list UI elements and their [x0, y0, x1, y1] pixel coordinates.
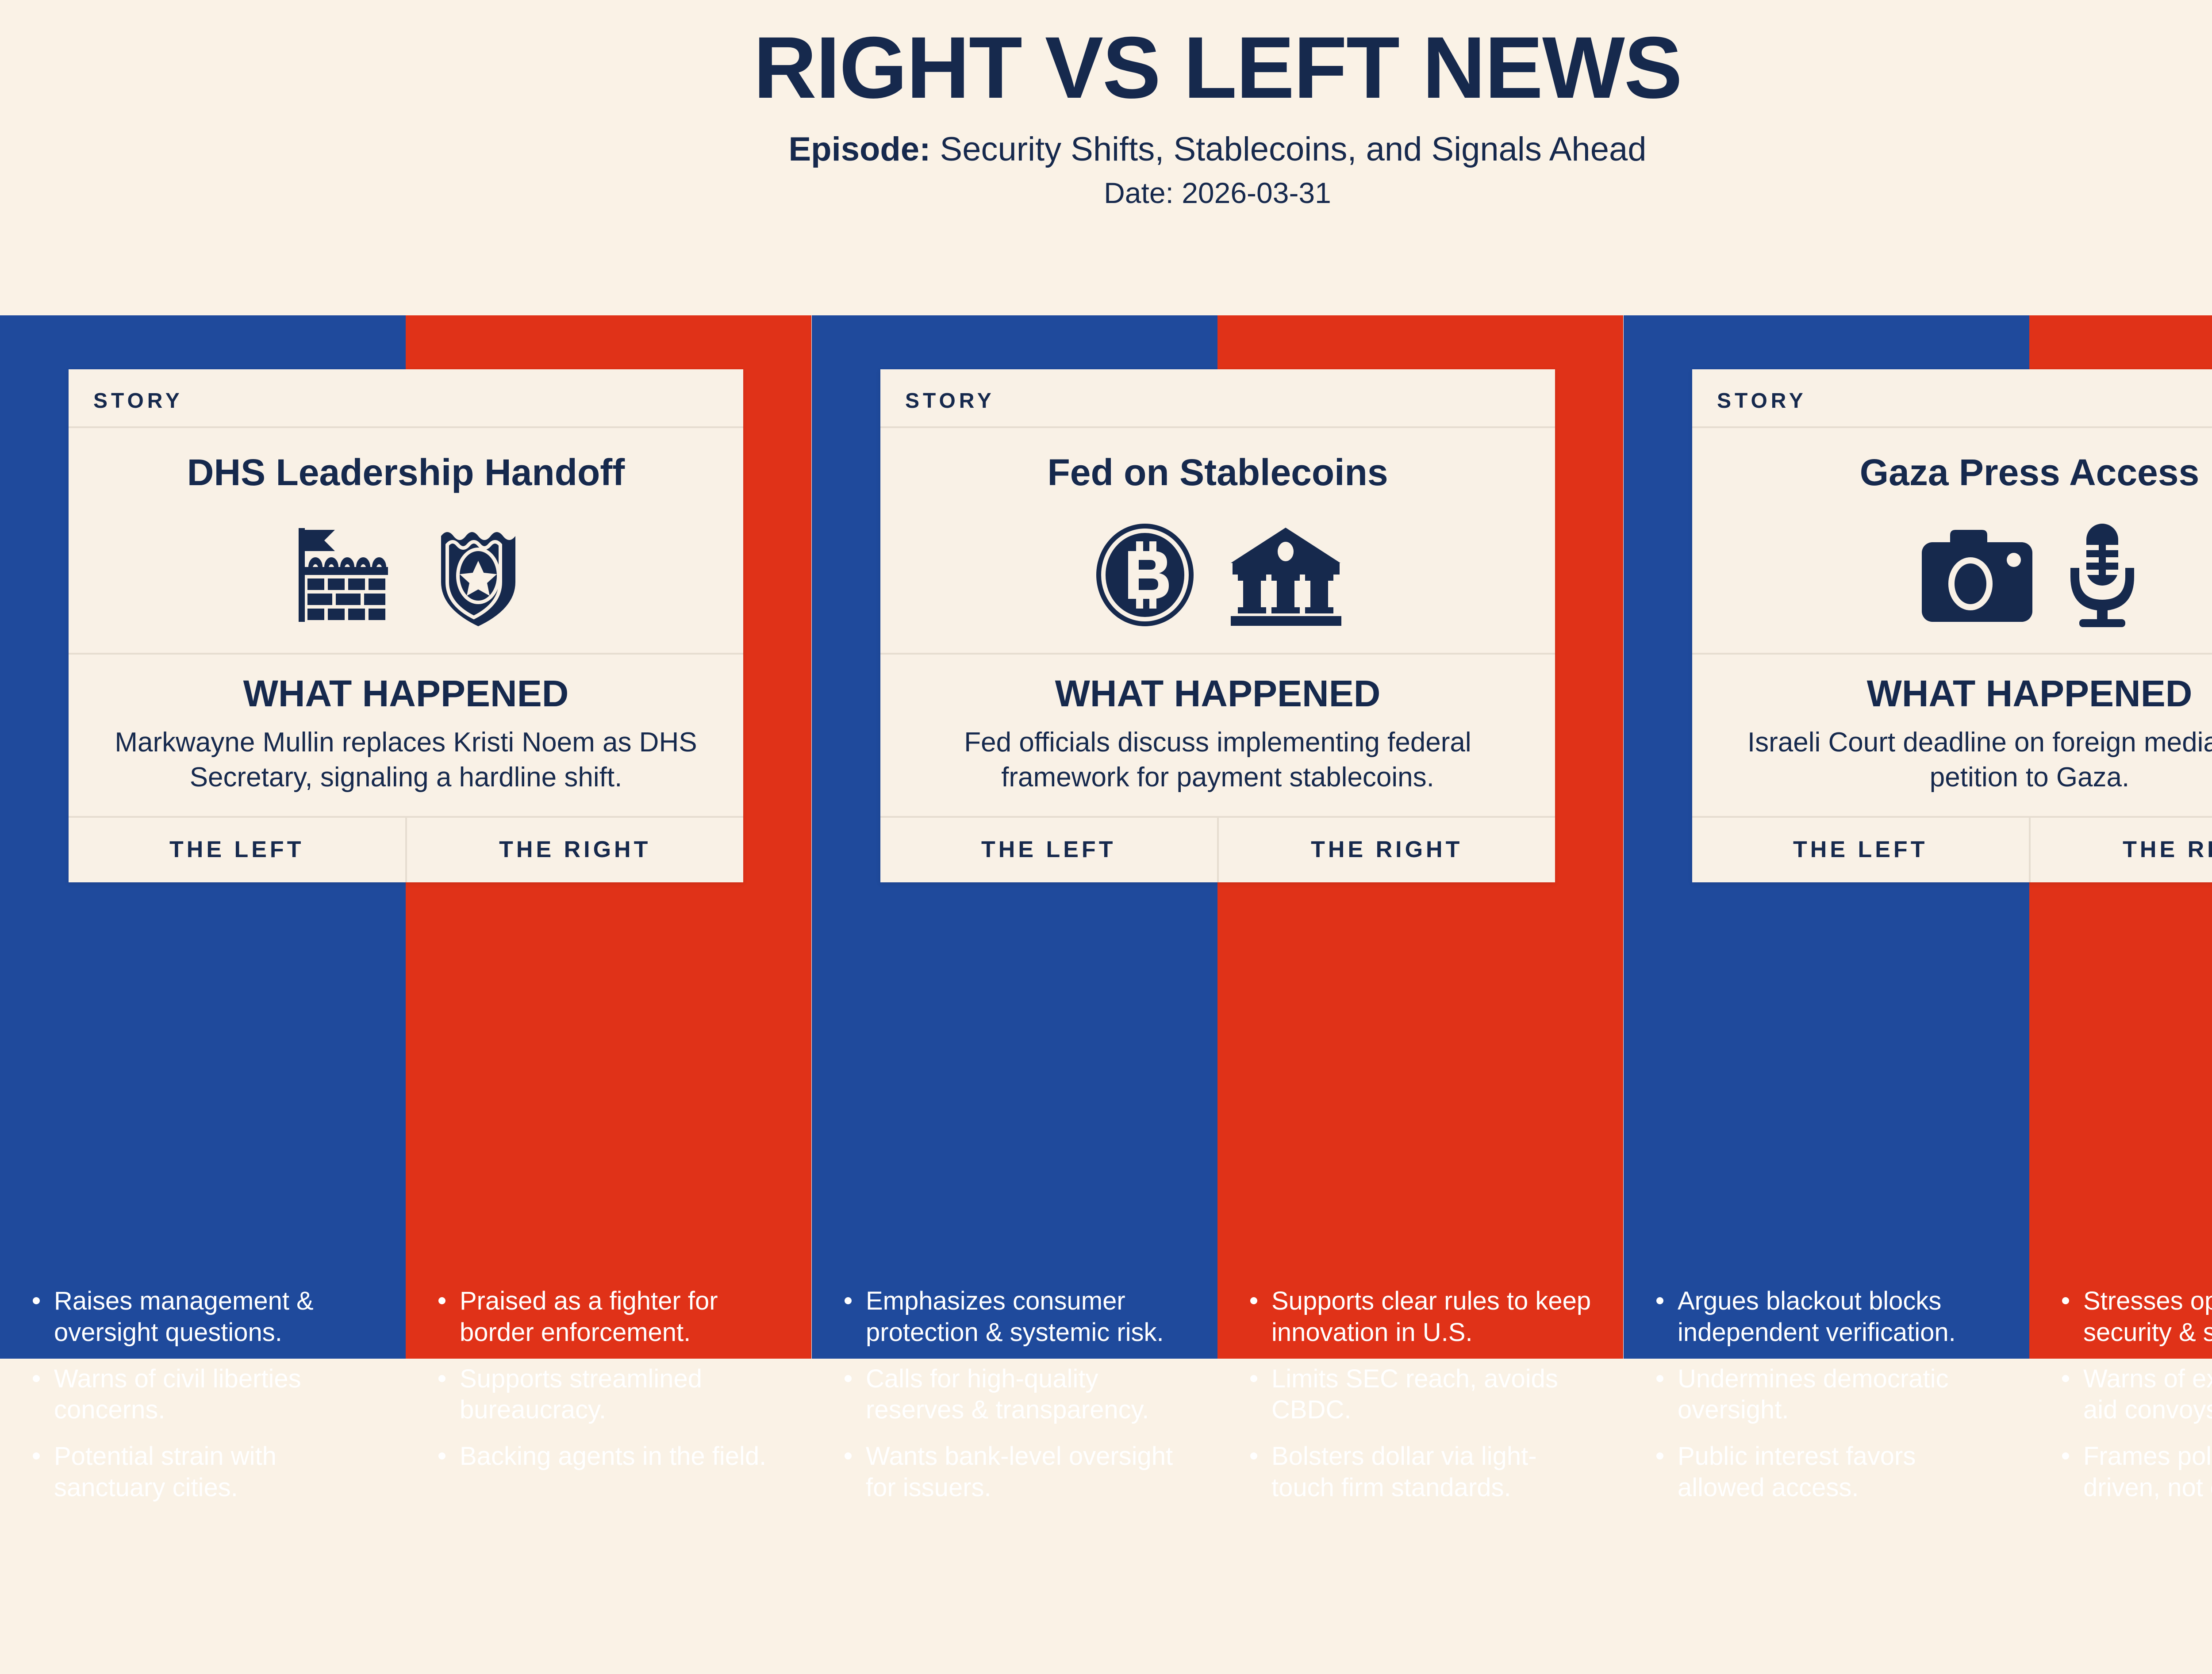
page-header: RIGHT VS LEFT NEWS Episode: Security Shi…	[0, 0, 2212, 315]
story-column-3: STORY Gaza Press Access	[1624, 315, 2212, 1359]
the-right-header-3: THE RIGHT	[2031, 818, 2212, 882]
left-bullets-2: Emphasizes consumer protection & systemi…	[812, 1256, 1217, 1674]
side-header-row-1: THE LEFT THE RIGHT	[69, 818, 743, 882]
story-label-row-1: STORY	[69, 369, 743, 428]
microphone-icon	[2067, 522, 2138, 628]
bitcoin-coin-icon	[1094, 522, 1196, 628]
list-item: Praised as a fighter for border enforcem…	[432, 1286, 786, 1348]
camera-icon	[1922, 528, 2032, 622]
list-item: Argues blackout blocks independent verif…	[1650, 1286, 2004, 1348]
date-line: Date: 2026-03-31	[1104, 175, 1331, 211]
right-bullet-list-3: Stresses operational security & safety. …	[2056, 1286, 2212, 1504]
story-card-1[interactable]: STORY DHS Leadership Handoff	[69, 369, 743, 882]
the-right-header-1: THE RIGHT	[407, 818, 744, 882]
left-bullets-3: Argues blackout blocks independent verif…	[1624, 1256, 2029, 1674]
story-headline-row-1: DHS Leadership Handoff	[69, 428, 743, 655]
the-right-header-2: THE RIGHT	[1219, 818, 1555, 882]
list-item: Wants bank-level oversight for issuers.	[838, 1441, 1192, 1504]
police-badge-star-icon	[432, 522, 524, 628]
story-label-2: STORY	[905, 389, 995, 413]
right-bullets-3: Stresses operational security & safety. …	[2029, 1256, 2212, 1674]
what-happened-label-1: WHAT HAPPENED	[100, 674, 712, 713]
list-item: Warns of exposing troops & aid convoys.	[2056, 1364, 2212, 1426]
list-item: Raises management & oversight questions.	[27, 1286, 380, 1348]
list-item: Frames policy as security-driven, not ce…	[2056, 1441, 2212, 1504]
what-happened-row-2: WHAT HAPPENED Fed officials discuss impl…	[880, 655, 1555, 818]
right-bullets-1: Praised as a fighter for border enforcem…	[406, 1256, 811, 1674]
story-label-row-2: STORY	[880, 369, 1555, 428]
bank-building-icon	[1231, 524, 1341, 626]
list-item: Public interest favors allowed access.	[1650, 1441, 2004, 1504]
episode-line: Episode: Security Shifts, Stablecoins, a…	[788, 128, 1646, 170]
story-title-2: Fed on Stablecoins	[898, 452, 1537, 493]
left-bullet-list-1: Raises management & oversight questions.…	[27, 1286, 380, 1504]
story-label-1: STORY	[93, 389, 183, 413]
what-happened-text-2: Fed officials discuss implementing feder…	[911, 725, 1524, 795]
story-icons-1	[86, 517, 726, 632]
list-item: Backing agents in the field.	[432, 1441, 786, 1472]
stories-row: STORY DHS Leadership Handoff	[0, 315, 2212, 1359]
side-header-row-2: THE LEFT THE RIGHT	[880, 818, 1555, 882]
story-column-2: STORY Fed on Stablecoins	[812, 315, 1624, 1359]
what-happened-text-1: Markwayne Mullin replaces Kristi Noem as…	[100, 725, 712, 795]
right-bullets-2: Supports clear rules to keep innovation …	[1217, 1256, 1623, 1674]
list-item: Emphasizes consumer protection & systemi…	[838, 1286, 1192, 1348]
left-bullet-list-3: Argues blackout blocks independent verif…	[1650, 1286, 2004, 1504]
story-card-2[interactable]: STORY Fed on Stablecoins	[880, 369, 1555, 882]
story-title-3: Gaza Press Access	[1710, 452, 2212, 493]
page-title: RIGHT VS LEFT NEWS	[753, 23, 1682, 112]
list-item: Supports clear rules to keep innovation …	[1244, 1286, 1598, 1348]
list-item: Warns of civil liberties concerns.	[27, 1364, 380, 1426]
episode-label: Episode:	[788, 130, 930, 168]
border-wall-flag-icon	[288, 523, 398, 627]
list-item: Calls for high-quality reserves & transp…	[838, 1364, 1192, 1426]
the-left-header-2: THE LEFT	[880, 818, 1219, 882]
the-left-header-1: THE LEFT	[69, 818, 407, 882]
infographic-page: RIGHT VS LEFT NEWS Episode: Security Shi…	[0, 0, 2212, 1359]
list-item: Stresses operational security & safety.	[2056, 1286, 2212, 1348]
list-item: Undermines democratic oversight.	[1650, 1364, 2004, 1426]
episode-name: Security Shifts, Stablecoins, and Signal…	[940, 130, 1647, 168]
what-happened-row-1: WHAT HAPPENED Markwayne Mullin replaces …	[69, 655, 743, 818]
story-label-3: STORY	[1717, 389, 1807, 413]
what-happened-label-2: WHAT HAPPENED	[911, 674, 1524, 713]
story-title-1: DHS Leadership Handoff	[86, 452, 726, 493]
what-happened-text-3: Israeli Court deadline on foreign media …	[1723, 725, 2212, 795]
list-item: Potential strain with sanctuary cities.	[27, 1441, 380, 1504]
right-bullet-list-2: Supports clear rules to keep innovation …	[1244, 1286, 1598, 1504]
left-bullet-list-2: Emphasizes consumer protection & systemi…	[838, 1286, 1192, 1504]
list-item: Supports streamlined bureaucracy.	[432, 1364, 786, 1426]
right-bullet-list-1: Praised as a fighter for border enforcem…	[432, 1286, 786, 1472]
story-headline-row-2: Fed on Stablecoins	[880, 428, 1555, 655]
story-card-3[interactable]: STORY Gaza Press Access	[1692, 369, 2212, 882]
story-column-1: STORY DHS Leadership Handoff	[0, 315, 812, 1359]
what-happened-row-3: WHAT HAPPENED Israeli Court deadline on …	[1692, 655, 2212, 818]
story-icons-2	[898, 517, 1537, 632]
story-label-row-3: STORY	[1692, 369, 2212, 428]
story-headline-row-3: Gaza Press Access	[1692, 428, 2212, 655]
left-bullets-1: Raises management & oversight questions.…	[0, 1256, 406, 1674]
what-happened-label-3: WHAT HAPPENED	[1723, 674, 2212, 713]
side-header-row-3: THE LEFT THE RIGHT	[1692, 818, 2212, 882]
the-left-header-3: THE LEFT	[1692, 818, 2031, 882]
list-item: Bolsters dollar via light-touch firm sta…	[1244, 1441, 1598, 1504]
list-item: Limits SEC reach, avoids CBDC.	[1244, 1364, 1598, 1426]
story-icons-3	[1710, 517, 2212, 632]
